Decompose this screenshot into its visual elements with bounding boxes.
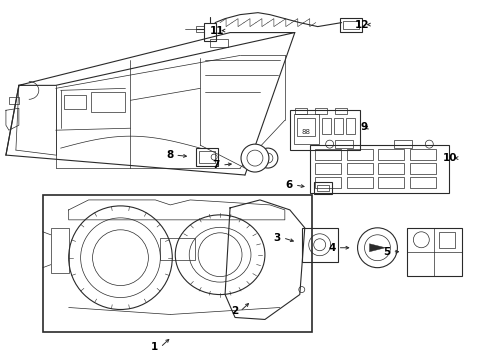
Text: 8: 8 xyxy=(166,150,173,160)
Bar xyxy=(333,118,342,134)
Bar xyxy=(407,228,461,276)
Bar xyxy=(345,118,354,134)
Ellipse shape xyxy=(175,215,264,294)
Polygon shape xyxy=(369,244,385,252)
Bar xyxy=(196,148,218,166)
Bar xyxy=(309,145,448,193)
Bar xyxy=(9,97,19,104)
Bar xyxy=(342,21,358,28)
Bar xyxy=(321,118,330,134)
Text: 1: 1 xyxy=(151,342,158,352)
Bar xyxy=(314,108,326,114)
Ellipse shape xyxy=(189,227,250,282)
Bar xyxy=(314,177,340,188)
Bar xyxy=(160,238,195,260)
Bar xyxy=(196,26,203,32)
Text: 3: 3 xyxy=(273,233,280,243)
Text: 5: 5 xyxy=(383,247,389,257)
Circle shape xyxy=(198,233,242,276)
Bar xyxy=(314,149,340,160)
Bar xyxy=(438,232,454,248)
Bar xyxy=(339,18,361,32)
Bar xyxy=(313,182,331,194)
Bar xyxy=(409,163,435,174)
Bar xyxy=(346,149,372,160)
Bar xyxy=(378,149,404,160)
Bar xyxy=(378,163,404,174)
Bar xyxy=(42,195,311,332)
Bar xyxy=(314,163,340,174)
Bar xyxy=(301,228,337,262)
Bar xyxy=(199,151,215,163)
Bar xyxy=(203,23,216,41)
Text: 7: 7 xyxy=(212,160,220,170)
Ellipse shape xyxy=(241,144,268,172)
Bar xyxy=(409,149,435,160)
Bar xyxy=(289,110,359,150)
Text: 88: 88 xyxy=(301,129,309,135)
Ellipse shape xyxy=(258,148,277,168)
Bar xyxy=(378,177,404,188)
Bar xyxy=(346,177,372,188)
Bar xyxy=(346,163,372,174)
Bar xyxy=(334,140,352,148)
Text: 2: 2 xyxy=(230,306,238,316)
Text: 4: 4 xyxy=(327,243,335,253)
Ellipse shape xyxy=(263,153,272,163)
Bar xyxy=(316,185,328,191)
Bar xyxy=(90,92,125,112)
Bar xyxy=(334,108,346,114)
Bar xyxy=(296,118,314,136)
Bar xyxy=(394,140,411,148)
Bar xyxy=(63,95,85,109)
Circle shape xyxy=(357,228,397,268)
Text: 11: 11 xyxy=(209,26,224,36)
Ellipse shape xyxy=(246,150,263,166)
Bar xyxy=(51,228,68,273)
Bar xyxy=(409,177,435,188)
Text: 6: 6 xyxy=(285,180,292,190)
Text: 10: 10 xyxy=(442,153,456,163)
Bar xyxy=(293,114,318,144)
Bar xyxy=(210,39,227,46)
Bar xyxy=(294,108,306,114)
Text: 9: 9 xyxy=(360,122,367,132)
Text: 12: 12 xyxy=(354,19,369,30)
